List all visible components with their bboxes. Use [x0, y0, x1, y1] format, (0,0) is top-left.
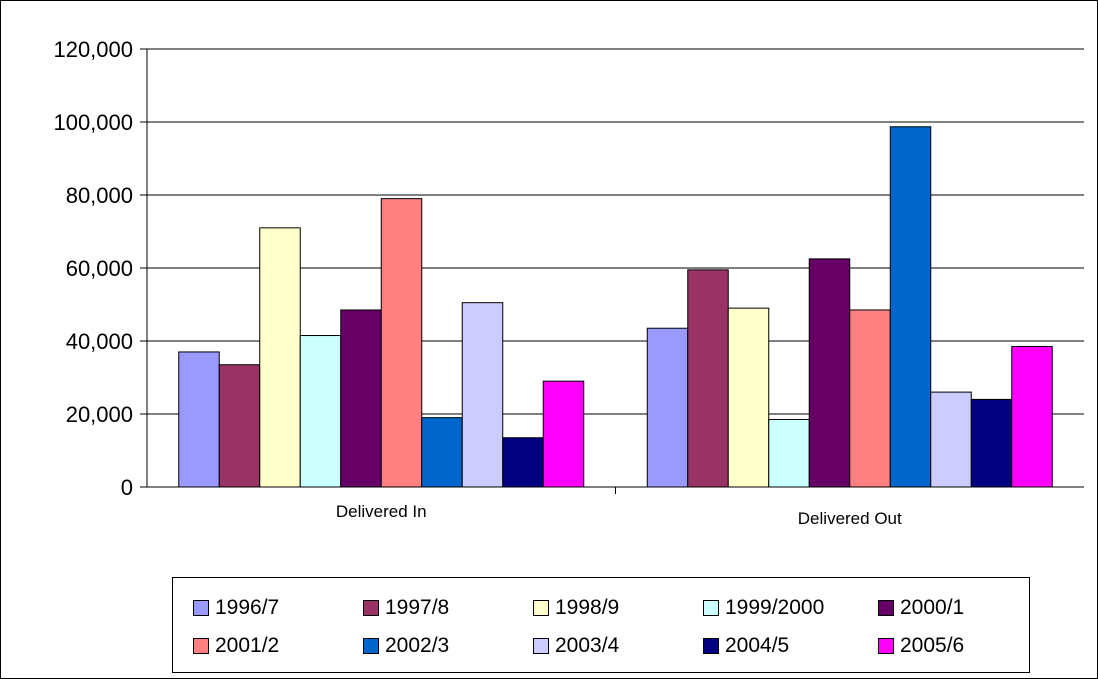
category-label: Delivered Out	[798, 509, 902, 528]
legend-item: 1997/8	[363, 596, 449, 620]
legend-swatch	[193, 638, 209, 654]
legend-swatch	[703, 600, 719, 616]
bar-2004-5-0	[502, 437, 544, 488]
y-tick-label: 80,000	[66, 183, 133, 208]
legend-label: 1997/8	[385, 596, 450, 619]
legend-swatch	[878, 638, 894, 654]
bar-2001-2-1	[849, 309, 891, 488]
legend-swatch	[363, 600, 379, 616]
legend-swatch	[533, 638, 549, 654]
bar-1999-2000-0	[299, 335, 342, 488]
bar-1997-8-0	[218, 364, 261, 488]
bar-1996-7-1	[646, 327, 689, 488]
bar-1999-2000-1	[768, 418, 810, 488]
legend-swatch	[363, 638, 379, 654]
legend-label: 2005/6	[900, 634, 965, 657]
bar-2001-2-0	[380, 198, 423, 488]
bar-2002-3-1	[889, 126, 932, 488]
legend-swatch	[193, 600, 209, 616]
bar-2000-1-1	[808, 258, 851, 488]
legend-label: 1999/2000	[725, 596, 825, 619]
y-tick-label: 120,000	[53, 37, 133, 62]
y-tick-label: 100,000	[53, 110, 133, 135]
bar-2003-4-0	[461, 302, 504, 488]
bar-2002-3-0	[421, 417, 463, 488]
legend-item: 1998/9	[533, 596, 619, 620]
y-tick-label: 60,000	[66, 256, 133, 281]
bar-2000-1-0	[340, 309, 382, 488]
legend-item: 2000/1	[878, 596, 964, 620]
legend-swatch	[878, 600, 894, 616]
category-label: Delivered In	[336, 502, 427, 521]
legend-item: 2001/2	[193, 634, 279, 658]
legend-swatch	[703, 638, 719, 654]
bar-1998-9-0	[259, 227, 301, 488]
y-tick-label: 40,000	[66, 329, 133, 354]
legend-item: 2004/5	[703, 634, 789, 658]
legend-label: 1998/9	[555, 596, 620, 619]
legend-label: 2003/4	[555, 634, 620, 657]
legend-item: 1996/7	[193, 596, 279, 620]
bar-2005-6-0	[542, 380, 585, 488]
bar-1998-9-1	[727, 307, 770, 488]
legend-label: 2002/3	[385, 634, 450, 657]
bar-1996-7-0	[178, 351, 220, 488]
legend-label: 2001/2	[215, 634, 280, 657]
legend-label: 1996/7	[215, 596, 280, 619]
bar-2003-4-1	[930, 391, 972, 488]
legend-item: 1999/2000	[703, 596, 824, 620]
legend-label: 2000/1	[900, 596, 965, 619]
y-tick-label: 20,000	[66, 402, 133, 427]
bar-2004-5-1	[970, 398, 1013, 488]
legend-item: 2003/4	[533, 634, 619, 658]
legend-item: 2002/3	[363, 634, 449, 658]
legend-label: 2004/5	[725, 634, 790, 657]
y-tick-label: 0	[121, 475, 133, 500]
legend-swatch	[533, 600, 549, 616]
bar-1997-8-1	[687, 269, 729, 488]
legend-item: 2005/6	[878, 634, 964, 658]
legend: 1996/7 1997/8 1998/9 1999/2000 2000/1 2001/2 2…	[172, 577, 1030, 673]
bar-2005-6-1	[1011, 345, 1053, 488]
